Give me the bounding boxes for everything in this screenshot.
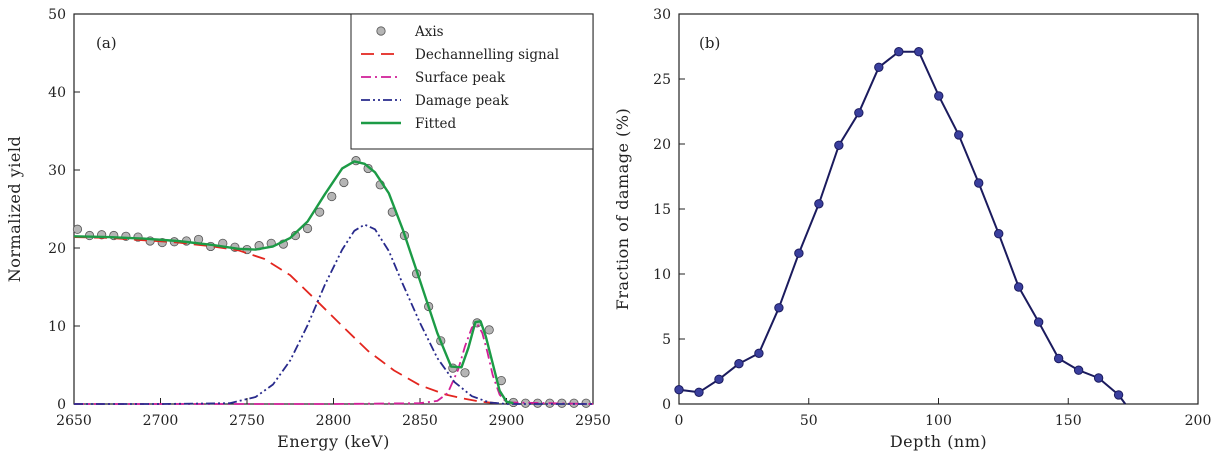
dechannelling-signal-line (73, 236, 498, 405)
x-tick-label: 150 (1055, 413, 1082, 429)
axis-data-point (484, 325, 494, 335)
damage-data-point (1073, 365, 1084, 375)
damage-fraction-line (678, 50, 1127, 405)
x-tick-label: 200 (1185, 413, 1212, 429)
y-tick-label: 5 (662, 332, 671, 348)
axis-data-point (460, 368, 470, 378)
damage-data-point (714, 374, 724, 384)
damage-data-point (734, 359, 744, 369)
damage-data-point (954, 130, 964, 140)
y-tick-label: 25 (653, 72, 671, 88)
damage-data-point (934, 91, 944, 101)
legend-label: Damage peak (415, 93, 509, 109)
damage-data-point (694, 387, 704, 397)
x-tick-label: 0 (675, 413, 684, 429)
damage-data-point (914, 47, 924, 57)
axis-data-point (339, 177, 349, 188)
x-axis-title: Depth (nm) (890, 432, 987, 451)
surface-peak-line (74, 322, 594, 405)
y-tick-label: 0 (57, 397, 66, 413)
legend-swatch-axis (376, 26, 386, 36)
y-tick-label: 20 (48, 241, 66, 257)
damage-data-point (1033, 317, 1044, 327)
damage-data-point (674, 385, 684, 395)
damage-data-point (754, 348, 764, 358)
damage-data-point (1053, 353, 1064, 364)
axis-data-point (327, 191, 337, 202)
y-tick-label: 20 (653, 137, 671, 153)
y-tick-label: 40 (48, 85, 66, 101)
panel-label: (b) (699, 34, 720, 52)
fitted-line (73, 160, 514, 405)
y-tick-label: 0 (662, 397, 671, 413)
panel-label: (a) (96, 34, 117, 52)
y-tick-label: 10 (48, 319, 66, 335)
damage-data-point (814, 199, 824, 209)
x-tick-label: 2650 (56, 413, 92, 429)
damage-data-point (1013, 282, 1024, 292)
damage-data-point (834, 140, 844, 151)
panel-b: 0 50 100 150 200 0 5 10 15 20 25 30 Depth (nm) Fracti… (613, 7, 1211, 451)
x-tick-label: 2900 (489, 413, 525, 429)
damage-data-point (1093, 373, 1104, 383)
damage-data-point (974, 178, 984, 188)
panel-a: 2650 2700 2750 2800 2850 2900 2950 0 10 20 30 40 50 E… (5, 7, 611, 451)
damage-data-point (1113, 390, 1124, 400)
y-tick-label: 50 (48, 7, 66, 23)
axis-data-point (315, 207, 325, 217)
damage-data-point (794, 248, 804, 258)
y-tick-label: 30 (653, 7, 671, 23)
legend-label: Dechannelling signal (415, 47, 559, 63)
x-tick-label: 2750 (229, 413, 265, 429)
x-tick-label: 50 (800, 413, 818, 429)
legend-label: Fitted (415, 116, 457, 132)
damage-data-point (994, 229, 1004, 239)
x-axis-title: Energy (keV) (277, 432, 390, 451)
x-tick-label: 2700 (143, 413, 179, 429)
y-tick-label: 10 (653, 267, 671, 283)
damage-data-point (894, 47, 904, 57)
x-tick-label: 2950 (575, 413, 611, 429)
x-tick-label: 100 (925, 413, 952, 429)
x-tick-label: 2800 (316, 413, 352, 429)
y-tick-label: 30 (48, 163, 66, 179)
damage-peak-line (74, 223, 593, 405)
damage-data-point (774, 303, 784, 313)
axis-data-point (72, 224, 83, 234)
legend-label: Axis (414, 24, 444, 40)
axis-data-point (302, 223, 313, 234)
legend-box (350, 13, 594, 150)
plot-frame (678, 13, 1199, 405)
y-axis-title: Fraction of damage (%) (613, 108, 632, 310)
legend-label: Surface peak (415, 70, 506, 86)
y-axis-title: Normalized yield (5, 136, 24, 282)
damage-data-point (854, 108, 864, 118)
x-tick-label: 2850 (402, 413, 438, 429)
damage-data-point (874, 62, 884, 73)
y-tick-label: 15 (653, 202, 671, 218)
